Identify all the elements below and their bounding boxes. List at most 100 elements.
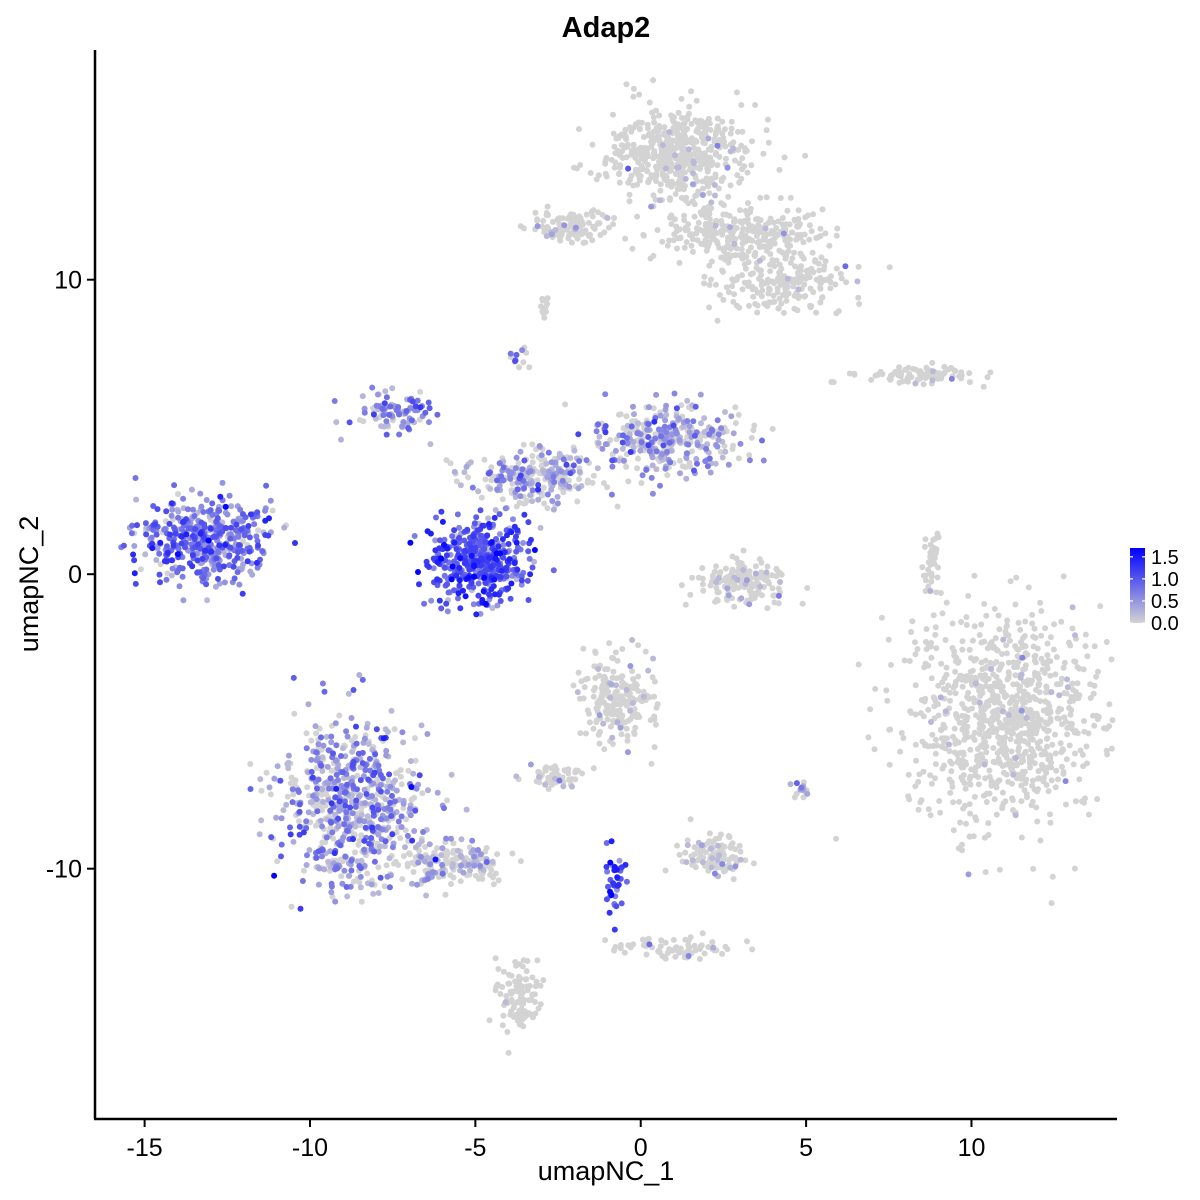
expressing-cell-point [675, 164, 682, 171]
expressing-cell-point [382, 838, 389, 845]
cell-point [986, 773, 993, 780]
expressing-cell-point [460, 869, 467, 876]
cell-point [1006, 717, 1013, 724]
expressing-cell-point [216, 507, 223, 514]
cell-point [660, 131, 667, 138]
cell-point [716, 153, 723, 160]
cell-point [581, 684, 588, 691]
expressing-cell-point [854, 278, 861, 285]
expressing-cell-point [457, 852, 464, 859]
cell-point [1038, 632, 1045, 639]
cell-point [559, 226, 566, 233]
expressing-cell-point [680, 424, 687, 430]
cell-point [646, 130, 653, 137]
expressing-cell-point [176, 583, 183, 590]
expressing-cell-point [169, 506, 176, 513]
cell-point [635, 673, 642, 680]
cell-point [700, 587, 707, 594]
expressing-cell-point [560, 456, 567, 463]
cell-point [694, 178, 701, 185]
cell-point [739, 128, 746, 135]
cell-point [1095, 668, 1101, 675]
cell-point [406, 850, 412, 857]
expressing-cell-point [418, 722, 425, 729]
cell-point [1035, 768, 1042, 775]
cell-point [546, 778, 553, 785]
cell-point [766, 287, 773, 294]
cell-point [1032, 634, 1039, 641]
cell-point [935, 564, 941, 571]
cell-point [729, 446, 736, 452]
cell-point [755, 266, 762, 273]
cell-point [554, 216, 561, 223]
cell-point [1048, 900, 1055, 907]
expressing-cell-point [502, 505, 509, 512]
cell-point [673, 223, 680, 230]
cell-point [1017, 626, 1024, 633]
cell-point [1091, 682, 1098, 689]
expressing-cell-point [333, 742, 340, 749]
cell-point [689, 198, 696, 205]
expressing-cell-point [538, 452, 545, 459]
cell-point [915, 806, 922, 813]
cell-point [668, 112, 675, 119]
cell-point [269, 507, 276, 514]
cell-point [728, 118, 735, 125]
cell-point [996, 748, 1003, 755]
cell-point [949, 620, 956, 627]
cell-point [948, 768, 955, 775]
expressing-cell-point [424, 731, 431, 737]
cell-point [579, 220, 586, 227]
cell-point [355, 841, 362, 848]
cell-point [709, 939, 716, 946]
cell-point [674, 245, 680, 252]
cell-point [739, 286, 746, 293]
expressing-cell-point [364, 813, 371, 820]
cell-point [867, 706, 874, 713]
cell-point [963, 673, 970, 680]
expressing-cell-point [400, 739, 407, 746]
cell-point [560, 489, 567, 496]
expressing-cell-point [335, 777, 341, 784]
expressing-cell-point [714, 857, 721, 864]
expressing-cell-point [359, 393, 366, 400]
cell-point [510, 988, 517, 995]
cell-point [636, 173, 643, 180]
cell-point [623, 154, 630, 161]
cell-point [966, 780, 973, 787]
cell-point [1071, 729, 1078, 736]
expressing-cell-point [308, 768, 315, 775]
cell-point [609, 654, 616, 661]
cell-point [667, 195, 673, 202]
cell-point [659, 953, 666, 959]
cell-point [374, 776, 381, 783]
cell-point [966, 370, 973, 377]
cell-point [592, 650, 599, 656]
cell-point [617, 162, 624, 169]
cell-point [1024, 691, 1031, 698]
cell-point [887, 376, 894, 383]
cell-point [705, 241, 712, 248]
expressing-cell-point [410, 770, 417, 777]
cell-point [1084, 653, 1091, 660]
expressing-cell-point [423, 892, 430, 899]
expressing-cell-point [663, 429, 670, 436]
cell-point [731, 157, 738, 164]
cell-point [665, 140, 672, 147]
expressing-cell-point [262, 507, 268, 514]
cell-point [696, 956, 703, 962]
cell-point [790, 283, 797, 290]
expressing-cell-point [383, 747, 390, 754]
cell-point [1069, 680, 1075, 687]
expressing-cell-point [354, 786, 360, 793]
cell-point [795, 207, 802, 214]
expressing-cell-point [554, 500, 561, 507]
cell-point [1061, 659, 1068, 666]
cell-point [590, 472, 597, 479]
cell-point [576, 695, 583, 702]
expressing-cell-point [383, 394, 390, 401]
cell-point [444, 797, 450, 804]
cell-point [950, 684, 957, 691]
expressing-cell-point [429, 869, 436, 876]
cell-point [728, 233, 735, 240]
